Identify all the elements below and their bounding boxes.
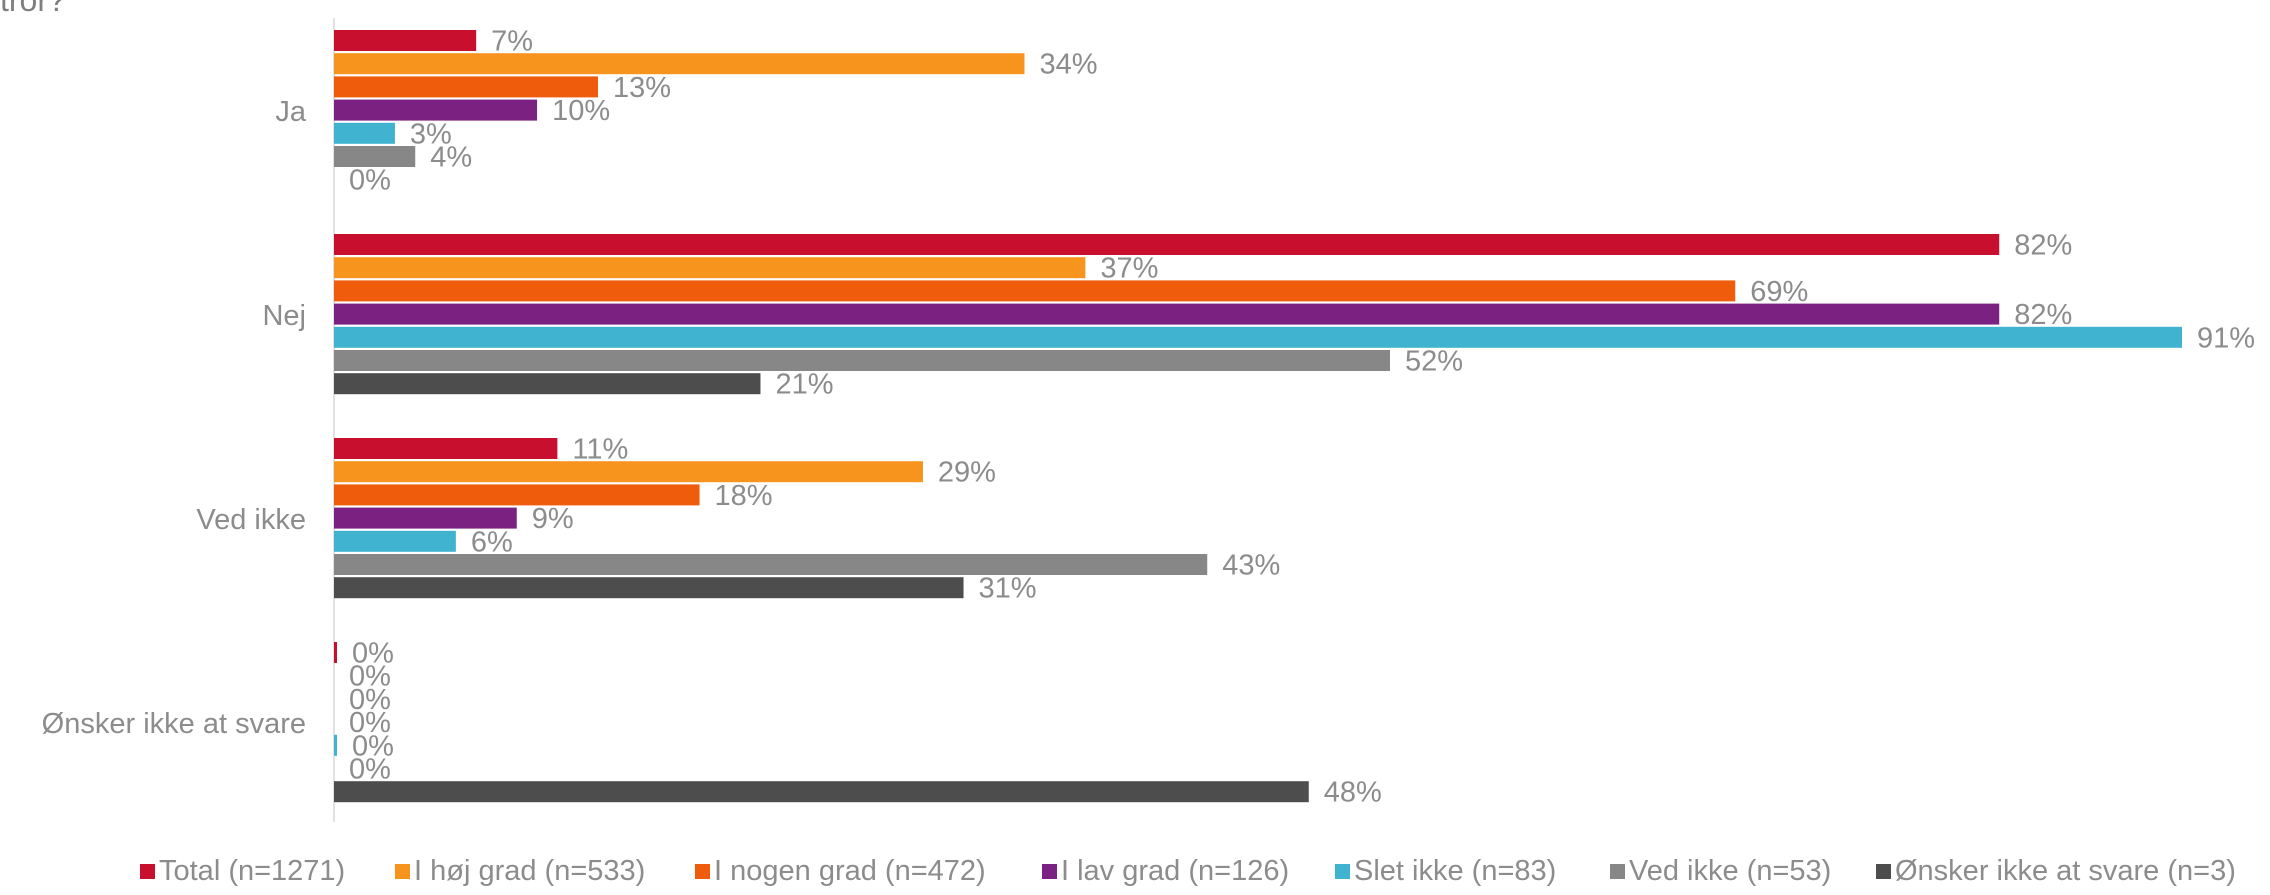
bar	[334, 461, 923, 483]
bar	[334, 122, 395, 144]
data-label: 9%	[532, 503, 574, 535]
bar	[334, 530, 456, 552]
data-label: 11%	[572, 434, 628, 466]
legend-swatch	[1335, 864, 1350, 879]
legend-label: I nogen grad (n=472)	[714, 855, 986, 887]
bar	[334, 146, 416, 167]
bar	[334, 734, 337, 756]
data-label: 0%	[349, 754, 391, 786]
legend-item: I høj grad (n=533)	[395, 855, 645, 888]
category-label: Ønsker ikke at svare	[42, 708, 306, 740]
legend-item: Ønsker ikke at svare (n=3)	[1876, 855, 2236, 888]
bar	[334, 484, 700, 506]
bar	[334, 303, 2000, 325]
data-label: 7%	[491, 26, 533, 58]
data-label: 0%	[349, 707, 391, 739]
bar	[334, 257, 1086, 279]
bar	[334, 76, 598, 98]
bar	[334, 234, 2000, 255]
legend-swatch	[395, 864, 410, 879]
bar	[334, 53, 1025, 75]
data-label: 43%	[1222, 550, 1280, 582]
chart-title-fragment: tror?	[0, 0, 66, 18]
data-label: 48%	[1324, 777, 1382, 809]
data-label: 10%	[552, 95, 610, 127]
bar	[334, 781, 1309, 803]
data-label: 4%	[430, 142, 472, 174]
category-label: Ja	[275, 96, 307, 128]
data-label: 3%	[410, 118, 452, 150]
data-label: 31%	[979, 573, 1037, 605]
bar	[334, 577, 964, 599]
data-label: 91%	[2197, 322, 2255, 354]
legend-label: Slet ikke (n=83)	[1354, 855, 1557, 887]
data-label: 21%	[775, 369, 833, 401]
category-label: Ved ikke	[196, 504, 306, 536]
legend-swatch	[140, 864, 155, 879]
data-label: 0%	[352, 638, 394, 670]
bar	[334, 30, 477, 51]
bar	[334, 642, 337, 663]
data-label: 0%	[349, 165, 391, 197]
legend-label: Ønsker ikke at svare (n=3)	[1895, 855, 2236, 887]
bar	[334, 554, 1208, 575]
data-label: 34%	[1039, 49, 1097, 81]
legend-swatch	[1042, 864, 1057, 879]
category-label: Nej	[262, 300, 306, 332]
bar-chart: Ja 7% 34% 13%10% 3%4% 0% Nej 82% 37% 69% 82% 91% 52%…	[42, 18, 2255, 822]
legend-item: I nogen grad (n=472)	[695, 855, 986, 888]
data-label: 0%	[352, 730, 394, 762]
bar	[334, 507, 517, 529]
data-label: 52%	[1405, 346, 1463, 378]
data-label: 13%	[613, 72, 671, 104]
legend-label: Total (n=1271)	[159, 855, 346, 887]
bar	[334, 99, 538, 121]
data-label: 37%	[1100, 253, 1158, 285]
data-label: 82%	[2014, 230, 2072, 262]
bar	[334, 280, 1736, 302]
data-label: 0%	[349, 684, 391, 716]
legend-swatch	[695, 864, 710, 879]
data-label: 18%	[715, 480, 773, 512]
data-label: 29%	[938, 457, 996, 489]
data-label: 6%	[471, 526, 513, 558]
legend-swatch	[1876, 864, 1891, 879]
legend-item: I lav grad (n=126)	[1042, 855, 1289, 888]
bar	[334, 438, 558, 459]
data-label: 0%	[349, 661, 391, 693]
legend-label: I høj grad (n=533)	[414, 855, 646, 887]
legend-label: Ved ikke (n=53)	[1629, 855, 1832, 887]
bar	[334, 326, 2182, 348]
legend-item: Slet ikke (n=83)	[1335, 855, 1556, 888]
legend-label: I lav grad (n=126)	[1061, 855, 1290, 887]
data-label: 69%	[1750, 276, 1808, 308]
data-label: 82%	[2014, 299, 2072, 331]
bar	[334, 350, 1390, 371]
legend-item: Ved ikke (n=53)	[1610, 855, 1831, 888]
legend-swatch	[1610, 864, 1625, 879]
bar	[334, 373, 761, 395]
legend-item: Total (n=1271)	[140, 855, 345, 888]
chart-legend: Total (n=1271) I høj grad (n=533) I nogen …	[0, 855, 2270, 895]
